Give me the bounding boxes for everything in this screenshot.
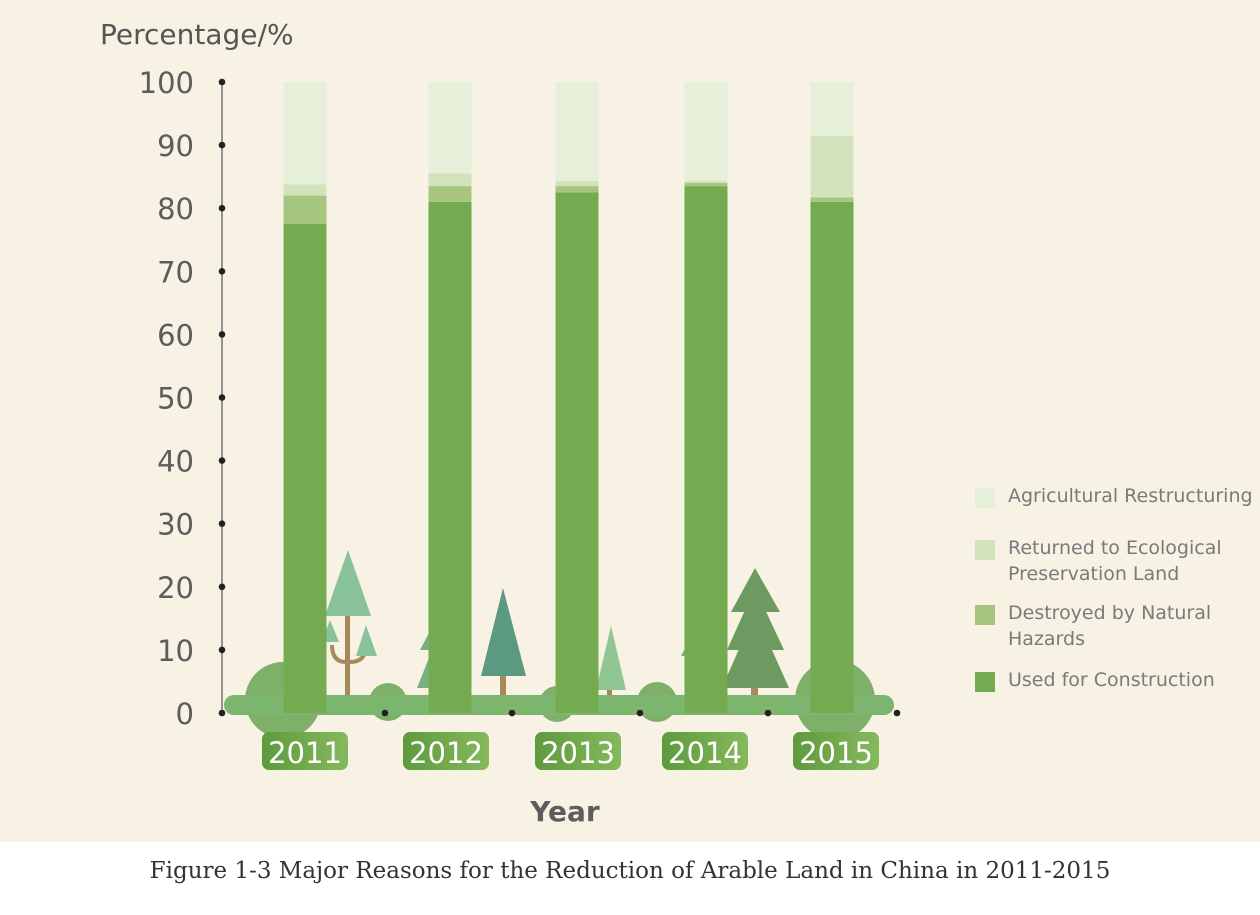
y-tick-dot bbox=[218, 583, 226, 591]
bar-segment bbox=[684, 82, 728, 182]
bar-segment bbox=[684, 182, 728, 187]
y-tick-label: 50 bbox=[157, 382, 194, 416]
legend-swatch bbox=[975, 672, 995, 692]
x-tick-label: 2013 bbox=[541, 736, 615, 770]
bar-segment bbox=[283, 223, 327, 713]
x-axis-dot bbox=[636, 709, 644, 717]
x-tick-label: 2014 bbox=[668, 736, 742, 770]
year-tag bbox=[403, 732, 489, 770]
legend-item-returned-to-ecological-preservation: Returned to Ecological Preservation Land bbox=[975, 535, 1255, 600]
x-axis-dot bbox=[893, 709, 901, 717]
bar-segment bbox=[555, 186, 599, 193]
y-tick-dot bbox=[218, 268, 226, 275]
bar-segment bbox=[283, 82, 327, 185]
y-tick-dot bbox=[218, 141, 226, 149]
bar-segment bbox=[810, 201, 854, 713]
y-tick-dot bbox=[218, 204, 226, 212]
y-tick-dot bbox=[218, 520, 226, 527]
legend-swatch bbox=[975, 540, 995, 560]
legend-item-destroyed-by-natural-hazards: Destroyed by Natural Hazards bbox=[975, 600, 1255, 667]
y-tick-dot bbox=[218, 78, 226, 86]
y-tick-label: 30 bbox=[157, 508, 194, 542]
chart: 0 10 20 30 40 50 60 70 80 90 100 2011 2012 2013 2014 2… bbox=[139, 66, 901, 770]
bar-segment bbox=[810, 135, 854, 198]
legend-label: Returned to Ecological Preservation Land bbox=[1008, 537, 1222, 585]
legend-label: Agricultural Restructuring bbox=[1008, 485, 1253, 507]
legend-item-agricultural-restructuring: Agricultural Restructuring bbox=[975, 483, 1255, 535]
x-axis-dot bbox=[508, 709, 516, 717]
bar-segment bbox=[810, 82, 854, 136]
bar-segment bbox=[555, 181, 599, 187]
x-axis-title: Year bbox=[530, 795, 600, 828]
y-tick-dot bbox=[218, 394, 226, 401]
y-tick-label: 60 bbox=[157, 318, 194, 352]
year-tag bbox=[662, 732, 748, 770]
y-tick-label: 100 bbox=[139, 66, 194, 100]
legend-swatch bbox=[975, 488, 995, 508]
bar-segment bbox=[428, 186, 472, 202]
legend-label: Destroyed by Natural Hazards bbox=[1008, 602, 1212, 650]
bar-segment bbox=[428, 201, 472, 713]
x-tick-label: 2011 bbox=[268, 736, 342, 770]
year-tag bbox=[262, 732, 348, 770]
x-axis-dot bbox=[381, 709, 389, 717]
y-tick-dot bbox=[218, 457, 226, 464]
legend: Agricultural Restructuring Returned to E… bbox=[975, 483, 1255, 697]
y-tick-label: 80 bbox=[157, 192, 194, 226]
bar-segment bbox=[283, 195, 327, 224]
y-tick-dot bbox=[218, 646, 226, 654]
bar-segment bbox=[555, 192, 599, 714]
y-tick-label: 90 bbox=[157, 129, 194, 163]
y-tick-dot bbox=[218, 709, 226, 717]
year-tag bbox=[535, 732, 621, 770]
bar-segment bbox=[428, 82, 472, 174]
year-tag bbox=[793, 732, 879, 770]
x-axis-dot bbox=[764, 709, 772, 717]
bar-segment bbox=[283, 184, 327, 196]
bar-segment bbox=[810, 197, 854, 202]
y-tick-label: 10 bbox=[157, 634, 194, 668]
legend-item-used-for-construction: Used for Construction bbox=[975, 667, 1255, 697]
y-tick-label: 40 bbox=[157, 445, 194, 479]
x-tick-label: 2012 bbox=[409, 736, 483, 770]
figure-caption: Figure 1-3 Major Reasons for the Reducti… bbox=[149, 858, 1111, 884]
bar-segment bbox=[428, 173, 472, 187]
y-tick-label: 0 bbox=[176, 697, 194, 731]
y-axis-title: Percentage/% bbox=[100, 18, 294, 51]
legend-swatch bbox=[975, 605, 995, 625]
y-tick-label: 20 bbox=[157, 571, 194, 605]
x-tick-label: 2015 bbox=[799, 736, 873, 770]
bar-segment bbox=[555, 82, 599, 182]
y-tick-label: 70 bbox=[157, 255, 194, 289]
legend-label: Used for Construction bbox=[1008, 669, 1215, 691]
bar-segment bbox=[684, 186, 728, 714]
bar-segment bbox=[684, 181, 728, 183]
y-tick-dot bbox=[218, 331, 226, 338]
